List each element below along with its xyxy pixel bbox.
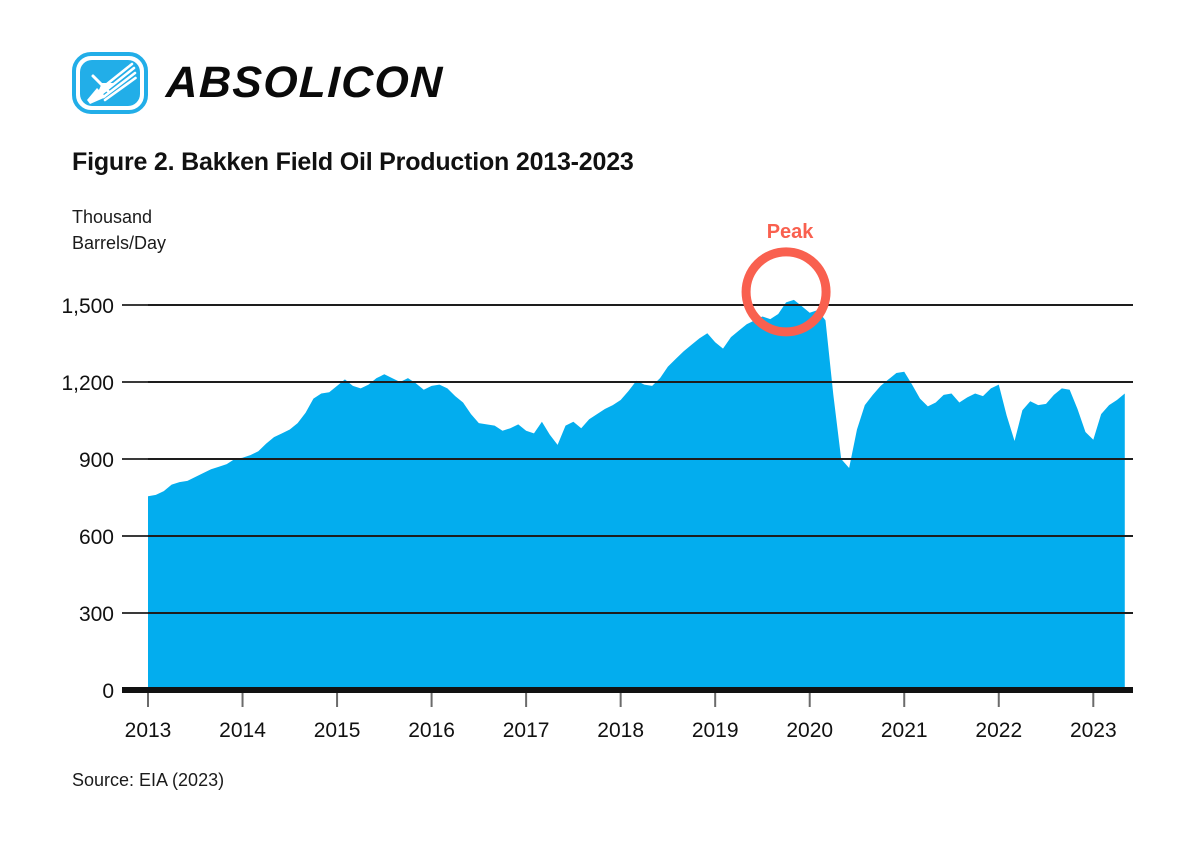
page-title: Figure 2. Bakken Field Oil Production 20… xyxy=(72,148,634,176)
y-axis-tick-label: 1,200 xyxy=(61,372,114,395)
y-axis-tick-label: 600 xyxy=(79,526,114,549)
production-series-group xyxy=(148,299,1125,690)
x-axis-tick-label: 2017 xyxy=(503,719,550,742)
y-axis-tick-label: 1,500 xyxy=(61,295,114,318)
y-axis-unit-label: Thousand Barrels/Day xyxy=(72,207,167,253)
x-axis-group xyxy=(122,687,1133,707)
x-axis-tick-label: 2023 xyxy=(1070,719,1117,742)
x-axis-tick-label: 2020 xyxy=(786,719,833,742)
x-axis-tick-label: 2022 xyxy=(975,719,1022,742)
gridlines-over-fill-group xyxy=(148,304,1133,614)
x-axis-tick-labels-group: 2013 2014 2015 2016 2017 2018 2019 2020 2021 2022… xyxy=(125,719,1117,742)
production-area-fill xyxy=(148,299,1125,690)
x-axis-tick-label: 2021 xyxy=(881,719,928,742)
peak-annotation-label: Peak xyxy=(767,221,815,243)
brand-header: ABSOLICON xyxy=(72,52,444,114)
peak-highlight-circle xyxy=(741,247,831,337)
x-axis-tick-label: 2019 xyxy=(692,719,739,742)
y-axis-tick-label: 900 xyxy=(79,449,114,472)
x-axis-tick-label: 2016 xyxy=(408,719,455,742)
x-axis-tick-label: 2014 xyxy=(219,719,266,742)
y-axis-ticks-group: 0 300 600 900 1,200 1,500 xyxy=(61,295,148,703)
y-axis-tick-label: 300 xyxy=(79,603,114,626)
solar-collector-logo-icon xyxy=(72,52,148,114)
x-axis-tick-label: 2013 xyxy=(125,719,172,742)
y-axis-tick-label: 0 xyxy=(102,680,114,703)
x-axis-tick-label: 2015 xyxy=(314,719,361,742)
peak-annotation-group: Peak xyxy=(741,221,831,337)
source-note: Source: EIA (2023) xyxy=(72,770,225,790)
x-axis-tick-label: 2018 xyxy=(597,719,644,742)
